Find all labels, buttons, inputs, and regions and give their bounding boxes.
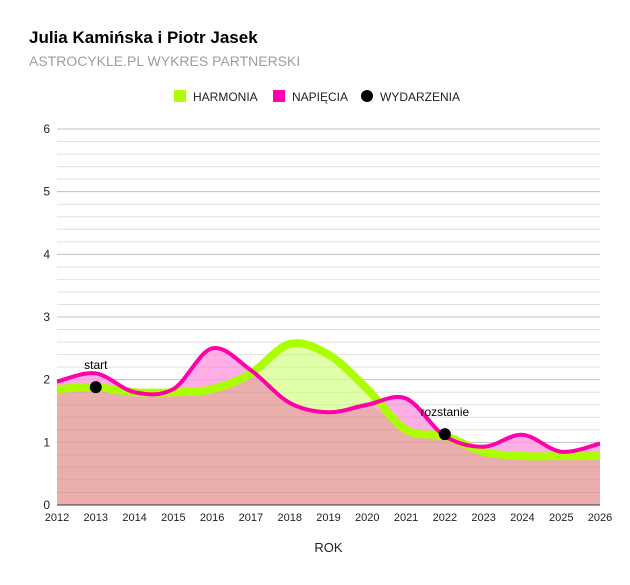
x-tick-label: 2023: [471, 512, 495, 524]
legend-label: HARMONIA: [193, 90, 258, 104]
x-tick-label: 2020: [355, 512, 379, 524]
x-tick-label: 2017: [239, 512, 263, 524]
x-tick-label: 2014: [122, 512, 146, 524]
x-tick-label: 2018: [277, 512, 301, 524]
legend-swatch: [174, 90, 186, 102]
event-label: rozstanie: [421, 405, 470, 419]
area-overlap: [57, 373, 600, 505]
x-tick-label: 2026: [588, 512, 612, 524]
event-point: [89, 381, 102, 394]
y-tick-label: 6: [43, 122, 50, 136]
x-tick-label: 2025: [549, 512, 573, 524]
x-tick-label: 2013: [84, 512, 108, 524]
event-point: [438, 428, 451, 441]
chart-subtitle: ASTROCYKLE.PL WYKRES PARTNERSKI: [29, 53, 301, 69]
y-tick-label: 1: [43, 435, 50, 449]
chart-title: Julia Kamińska i Piotr Jasek: [29, 28, 258, 47]
x-tick-label: 2022: [433, 512, 457, 524]
x-tick-label: 2021: [394, 512, 418, 524]
x-tick-label: 2015: [161, 512, 185, 524]
x-tick-label: 2024: [510, 512, 534, 524]
x-tick-label: 2019: [316, 512, 340, 524]
legend-swatch: [273, 90, 285, 102]
legend-swatch: [361, 90, 373, 102]
legend-label: WYDARZENIA: [380, 90, 460, 104]
y-tick-label: 4: [43, 247, 50, 261]
legend-label: NAPIĘCIA: [292, 90, 348, 104]
y-tick-label: 3: [43, 310, 50, 324]
event-label: start: [84, 358, 108, 372]
line-napiecia: [56, 346, 601, 454]
x-tick-label: 2012: [45, 512, 69, 524]
x-tick-label: 2016: [200, 512, 224, 524]
y-tick-label: 5: [43, 185, 50, 199]
y-tick-label: 2: [43, 373, 50, 387]
y-tick-label: 0: [43, 498, 50, 512]
x-axis-title: ROK: [314, 540, 343, 555]
